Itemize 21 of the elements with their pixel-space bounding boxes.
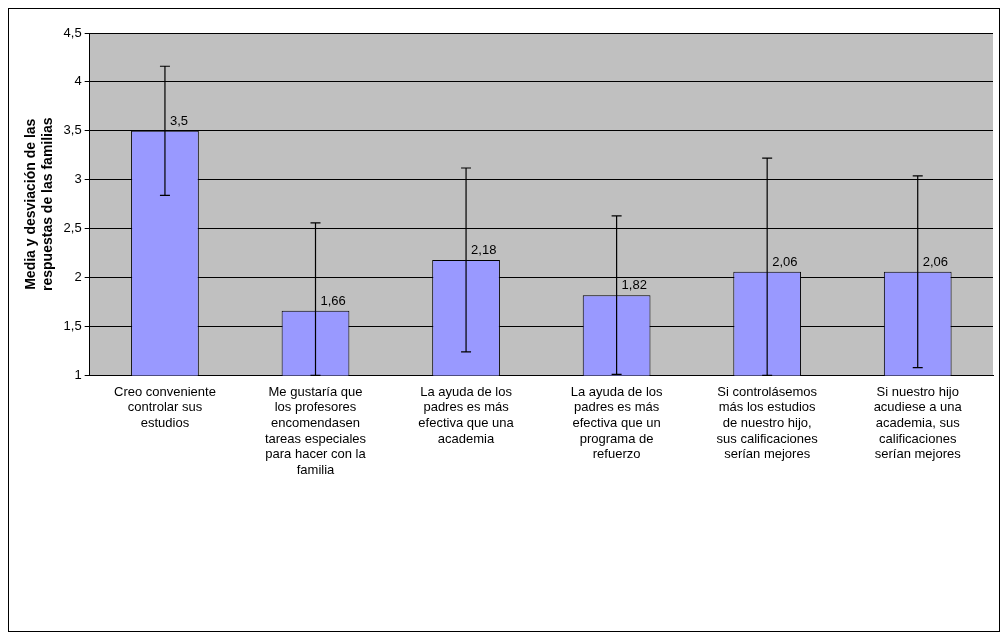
x-tick-label: La ayuda de los padres es más efectiva que un programa de refuerzo bbox=[570, 383, 664, 462]
y-tick-label: 2,5 bbox=[63, 220, 82, 236]
y-tick-label: 2 bbox=[74, 269, 82, 285]
data-label: 1,82 bbox=[621, 277, 647, 293]
y-tick-label: 3,5 bbox=[63, 122, 82, 138]
data-label: 2,18 bbox=[471, 242, 497, 258]
x-tick-label: Creo conveniente controlar sus estudios bbox=[114, 383, 216, 430]
data-label: 2,06 bbox=[772, 253, 798, 269]
y-axis-title: Media y desviación de las respuestas de las familias bbox=[22, 117, 56, 291]
x-tick-label: Si controlásemos más los estudios de nuestro hijo, sus calificaciones serían mejores bbox=[716, 383, 819, 462]
x-tick-label: Me gustaría que los profesores encomendasen tareas especiales para hacer con la familia bbox=[264, 383, 367, 477]
data-label: 3,5 bbox=[169, 112, 189, 128]
y-tick-label: 1,5 bbox=[63, 318, 82, 334]
y-tick-label: 1 bbox=[74, 366, 82, 382]
x-tick-label: La ayuda de los padres es más efectiva que una academia bbox=[418, 383, 515, 446]
data-label: 2,06 bbox=[922, 253, 949, 269]
y-tick-label: 4,5 bbox=[63, 24, 82, 40]
data-label: 1,66 bbox=[320, 292, 346, 308]
x-tick-label: Si nuestro hijo acudiese a una academia, sus calificaciones serían mejores bbox=[873, 383, 963, 462]
y-tick-label: 4 bbox=[74, 73, 82, 89]
y-tick-label: 3 bbox=[74, 171, 82, 187]
